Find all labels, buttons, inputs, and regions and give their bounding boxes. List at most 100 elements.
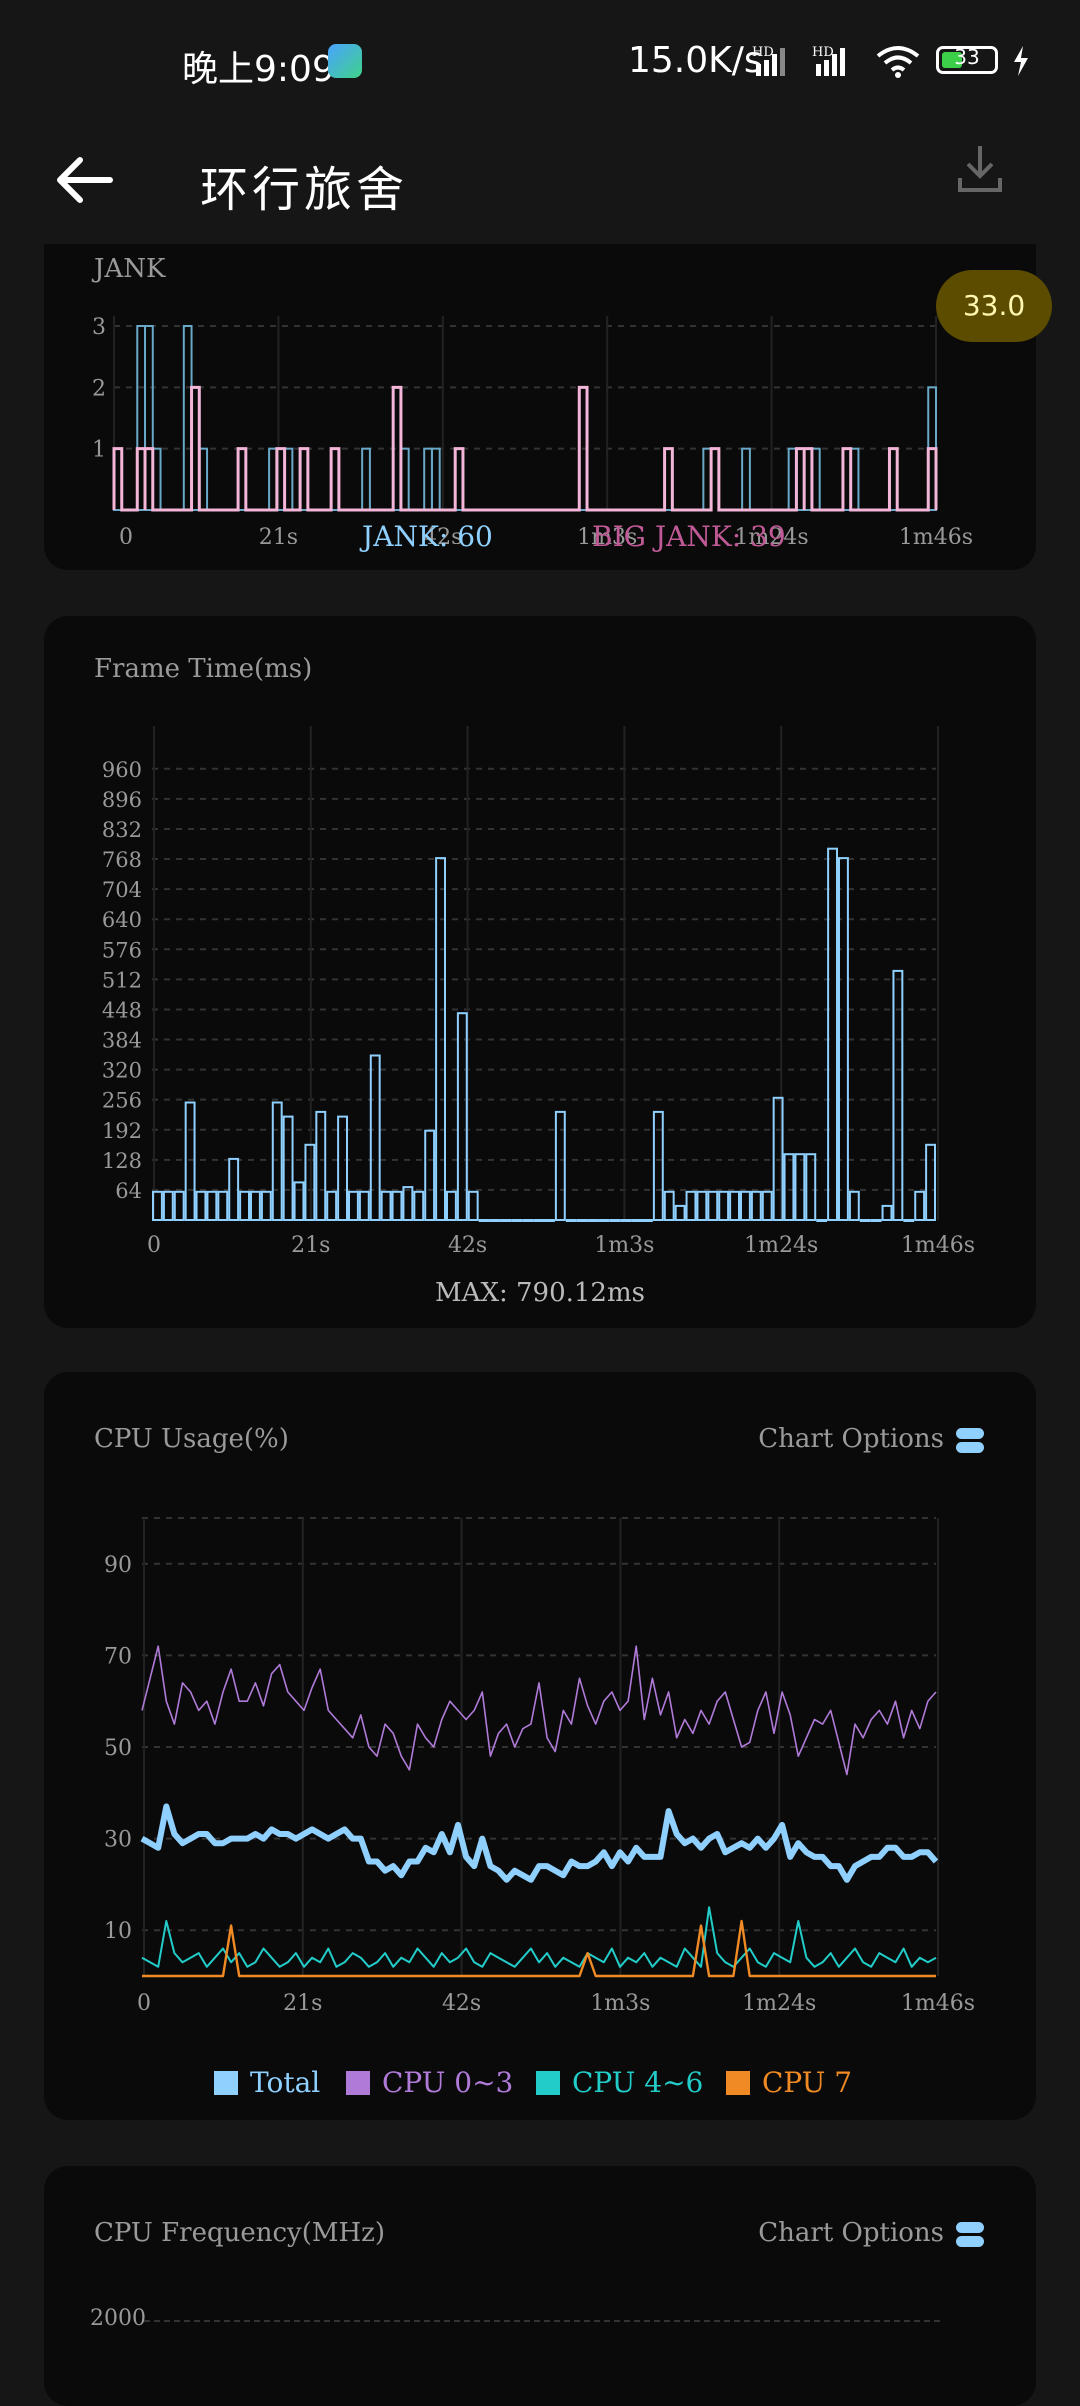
- chart-options-button[interactable]: Chart Options: [758, 2218, 944, 2248]
- cpu-x-tick: 1m24s: [742, 1991, 816, 2016]
- frame-bar: [184, 1101, 196, 1221]
- frame-y-tick: 384: [102, 1029, 142, 1053]
- cpu-series-cpu-4-6: [141, 1906, 937, 1968]
- cpu-usage-chart: 10 30 50 70 90 0 21s 42s 1m3s 1m24s 1m46s: [104, 1517, 975, 2016]
- frame-y-tick: 704: [102, 878, 142, 902]
- cpu-y-tick: 10: [104, 1919, 132, 1944]
- frame-bar: [391, 1190, 403, 1221]
- back-arrow-icon[interactable]: [50, 142, 126, 218]
- frame-bar: [544, 1219, 555, 1222]
- frame-y-tick: 768: [102, 848, 142, 872]
- cpu-y-tick: 70: [104, 1644, 132, 1669]
- frame-bar: [718, 1190, 730, 1221]
- frame-bar: [152, 1190, 163, 1221]
- frame-bar: [511, 1219, 523, 1222]
- app-header: 环行旅舍: [0, 120, 1080, 240]
- frame-bar: [816, 1219, 828, 1222]
- charging-icon: [1014, 46, 1028, 76]
- frame-bar: [892, 969, 904, 1221]
- cpu-frequency-title: CPU Frequency(MHz): [94, 2218, 386, 2248]
- frame-bar: [260, 1190, 272, 1221]
- cpu-x-tick: 0: [137, 1991, 151, 2016]
- frame-bar: [914, 1190, 926, 1221]
- svg-text:HD: HD: [812, 45, 834, 60]
- jank-x-tick: 1m24s: [735, 525, 809, 544]
- frame-bar: [467, 1190, 479, 1221]
- jank-bar: [144, 325, 154, 511]
- network-speed: 15.0K/s: [628, 40, 763, 81]
- frame-y-tick: 832: [102, 818, 142, 842]
- frame-bar: [489, 1219, 501, 1222]
- legend-swatch: [536, 2071, 560, 2095]
- legend-cpu-4-6[interactable]: CPU 4~6: [536, 2066, 703, 2099]
- frame-bar: [446, 1190, 457, 1221]
- legend-swatch: [726, 2071, 750, 2095]
- frame-bar: [369, 1054, 381, 1221]
- frame-bar: [848, 1190, 860, 1221]
- frame-bar: [620, 1219, 632, 1222]
- frame-bar: [870, 1219, 882, 1222]
- cpu-x-tick: 21s: [283, 1991, 322, 2016]
- frame-y-tick: 512: [102, 968, 142, 992]
- freq-y-tick: 2000: [90, 2306, 146, 2331]
- frame-bar: [859, 1219, 871, 1222]
- jank-y-tick: 2: [92, 376, 106, 401]
- cpu-usage-card: CPU Usage(%) Chart Options 10 30 50 70 90 0 21…: [44, 1372, 1036, 2120]
- frame-bar: [217, 1190, 229, 1221]
- cpu-series-cpu-7: [142, 1919, 936, 1978]
- cpu-x-tick: 42s: [442, 1991, 481, 2016]
- frame-bar: [250, 1190, 261, 1221]
- frame-bar: [554, 1110, 566, 1221]
- frame-max-label: MAX: 790.12ms: [435, 1278, 645, 1308]
- frame-bar: [838, 857, 849, 1221]
- frame-bar: [609, 1219, 621, 1222]
- frame-bar: [533, 1219, 545, 1222]
- frame-bar: [206, 1190, 218, 1221]
- cpu-series-cpu-0-3: [141, 1645, 937, 1776]
- status-bar: 晚上9:09 15.0K/s HD HD 33: [0, 0, 1080, 120]
- legend-cpu-0-3[interactable]: CPU 0~3: [346, 2066, 513, 2099]
- jank-x-tick: 1m46s: [899, 525, 973, 544]
- frame-x-tick: 21s: [291, 1233, 330, 1258]
- legend-cpu-7[interactable]: CPU 7: [726, 2066, 852, 2099]
- cpu-y-tick: 90: [104, 1553, 132, 1578]
- status-time: 晚上9:09: [182, 49, 335, 90]
- frame-bar: [663, 1190, 675, 1221]
- jank-count: JANK: 60: [362, 520, 493, 553]
- jank-bar: [741, 447, 751, 512]
- frame-bar: [239, 1190, 251, 1221]
- chart-options-button[interactable]: Chart Options: [758, 1424, 944, 1454]
- legend-total[interactable]: Total: [214, 2066, 320, 2099]
- frame-bar: [805, 1153, 817, 1222]
- chart-options-icon[interactable]: [956, 1428, 984, 1454]
- frame-y-tick: 576: [102, 938, 142, 962]
- frame-bar: [402, 1186, 414, 1222]
- frame-bar: [435, 857, 447, 1221]
- frame-time-card: Frame Time(ms) 64 128 192 256 320 384 448 512 57…: [44, 616, 1036, 1328]
- chart-options-icon[interactable]: [956, 2222, 984, 2248]
- cpu-y-tick: 50: [104, 1736, 132, 1761]
- frame-bar: [881, 1204, 893, 1221]
- big-jank-count: BIG JANK: 39: [592, 520, 786, 553]
- frame-bar: [783, 1153, 795, 1222]
- frame-bar: [337, 1115, 349, 1222]
- frame-bar: [413, 1190, 425, 1221]
- download-icon[interactable]: [956, 142, 1004, 198]
- frame-x-tick: 0: [147, 1233, 161, 1258]
- signal-icon: HD: [752, 45, 785, 76]
- fps-badge[interactable]: 33.0: [936, 270, 1052, 342]
- frame-bar: [707, 1190, 719, 1221]
- frame-bar: [293, 1181, 305, 1221]
- frame-time-title: Frame Time(ms): [94, 654, 313, 684]
- cpu-x-tick: 1m46s: [901, 1991, 975, 2016]
- frame-bar: [478, 1219, 490, 1222]
- frame-bar: [696, 1190, 708, 1221]
- frame-bar: [380, 1190, 392, 1221]
- frame-bar: [761, 1190, 773, 1221]
- jank-chart: 1 2 3 0 21s 42s 1m3s 1m24s 1m46s: [92, 315, 973, 544]
- jank-y-tick: 3: [92, 315, 106, 340]
- jank-x-tick: 1m3s: [577, 525, 637, 544]
- frame-bar: [282, 1115, 294, 1222]
- frame-bar: [794, 1153, 806, 1222]
- frame-bar: [729, 1190, 740, 1221]
